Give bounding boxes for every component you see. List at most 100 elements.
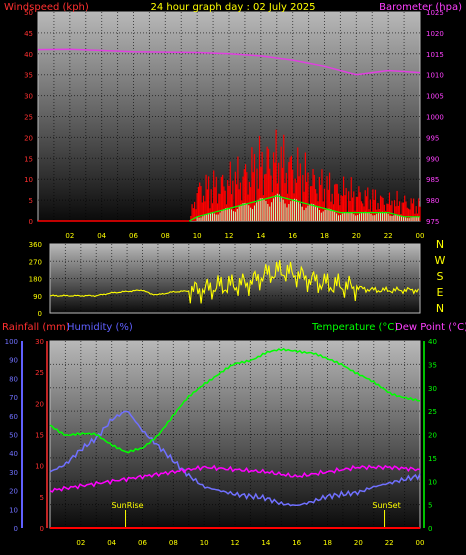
rainfall-axis-label: Rainfall (mm) xyxy=(2,322,70,333)
dewpoint-line xyxy=(49,464,421,493)
rainfall-tick-label: 5 xyxy=(40,494,44,502)
barometer-tick-label: 995 xyxy=(426,134,439,142)
direction-panel-background xyxy=(49,243,421,314)
humidity-tick-label: 60 xyxy=(9,413,18,421)
temperature-tick-label: 40 xyxy=(428,338,437,346)
barometer-tick-label: 1010 xyxy=(426,72,444,80)
humidity-tick-label: 20 xyxy=(9,488,18,496)
wind-x-tick-label: 12 xyxy=(225,232,234,240)
humidity-tick-label: 50 xyxy=(9,432,18,440)
direction-tick-label: 270 xyxy=(29,258,42,266)
temperature-x-tick-label: 22 xyxy=(385,539,394,547)
temperature-line xyxy=(49,347,420,454)
barometer-tick-label: 980 xyxy=(426,197,439,205)
direction-tick-label: 90 xyxy=(33,293,42,301)
barometer-tick-label: 1000 xyxy=(426,114,444,122)
wind-x-tick-label: 08 xyxy=(161,232,170,240)
wind-x-tick-label: 02 xyxy=(65,232,74,240)
wind-x-tick-label: 10 xyxy=(193,232,202,240)
compass-label: N xyxy=(436,238,444,251)
wind-x-tick-label: 22 xyxy=(384,232,393,240)
sun-marker-label: SunSet xyxy=(372,501,400,510)
temperature-x-tick-label: 00 xyxy=(416,539,425,547)
humidity-axis-label: Humidity (%) xyxy=(67,322,133,333)
rainfall-tick-label: 15 xyxy=(35,432,44,440)
rainfall-tick-label: 30 xyxy=(35,338,44,346)
humidity-tick-label: 0 xyxy=(14,525,18,533)
humidity-tick-label: 100 xyxy=(5,338,18,346)
barometer-tick-label: 985 xyxy=(426,176,439,184)
barometer-tick-label: 1015 xyxy=(426,51,444,59)
humidity-tick-label: 70 xyxy=(9,394,18,402)
wind-axis-label: Windspeed (kph) xyxy=(4,2,89,13)
temperature-tick-label: 25 xyxy=(428,408,437,416)
wind-tick-label: 10 xyxy=(24,176,33,184)
temperature-x-tick-label: 12 xyxy=(231,539,240,547)
dewpoint-axis-label: Dew Point (°C) xyxy=(395,322,466,333)
barometer-tick-label: 975 xyxy=(426,218,439,226)
sun-marker-label: SunRise xyxy=(111,501,143,510)
humidity-line xyxy=(49,410,421,507)
temperature-tick-label: 15 xyxy=(428,455,437,463)
humidity-tick-label: 40 xyxy=(9,450,18,458)
temperature-x-tick-label: 20 xyxy=(354,539,363,547)
temperature-tick-label: 5 xyxy=(428,502,432,510)
barometer-tick-label: 990 xyxy=(426,155,439,163)
compass-label: S xyxy=(437,270,444,283)
barometer-axis-label: Barometer (hpa) xyxy=(379,2,462,13)
rainfall-tick-label: 25 xyxy=(35,369,44,377)
wind-x-tick-label: 16 xyxy=(288,232,297,240)
temperature-x-tick-label: 02 xyxy=(76,539,85,547)
wind-tick-label: 15 xyxy=(24,155,33,163)
compass-label: W xyxy=(435,254,446,267)
chart-title: 24 hour graph day : 02 July 2025 xyxy=(150,2,315,13)
wind-x-tick-label: 14 xyxy=(256,232,265,240)
wind-tick-label: 35 xyxy=(24,72,33,80)
barometer-tick-label: 1020 xyxy=(426,30,444,38)
wind-tick-label: 40 xyxy=(24,51,33,59)
temperature-tick-label: 35 xyxy=(428,361,437,369)
wind-tick-label: 20 xyxy=(24,134,33,142)
barometer-line xyxy=(37,48,421,76)
direction-tick-label: 360 xyxy=(29,241,42,249)
temperature-tick-label: 20 xyxy=(428,432,437,440)
humidity-tick-label: 30 xyxy=(9,469,18,477)
temperature-tick-label: 10 xyxy=(428,478,437,486)
temperature-x-tick-label: 10 xyxy=(200,539,209,547)
wind-x-tick-label: 04 xyxy=(97,232,106,240)
rainfall-tick-label: 20 xyxy=(35,400,44,408)
compass-label: N xyxy=(436,302,444,315)
wind-x-tick-label: 18 xyxy=(320,232,329,240)
humidity-tick-label: 90 xyxy=(9,357,18,365)
rainfall-tick-label: 10 xyxy=(35,463,44,471)
temperature-x-tick-label: 08 xyxy=(169,539,178,547)
wind-tick-label: 30 xyxy=(24,93,33,101)
temperature-x-tick-label: 04 xyxy=(107,539,116,547)
wind-x-tick-label: 00 xyxy=(416,232,425,240)
temperature-x-tick-label: 18 xyxy=(323,539,332,547)
wind-tick-label: 50 xyxy=(24,9,33,17)
wind-x-tick-label: 06 xyxy=(129,232,138,240)
temperature-tick-label: 30 xyxy=(428,385,437,393)
humidity-tick-label: 10 xyxy=(9,506,18,514)
wind-tick-label: 0 xyxy=(29,218,33,226)
humidity-tick-label: 80 xyxy=(9,375,18,383)
temperature-x-tick-label: 06 xyxy=(138,539,147,547)
temperature-tick-label: 0 xyxy=(428,525,432,533)
wind-x-tick-label: 20 xyxy=(352,232,361,240)
direction-tick-label: 180 xyxy=(29,276,42,284)
compass-label: E xyxy=(437,286,444,299)
direction-tick-label: 0 xyxy=(38,310,42,318)
wind-tick-label: 25 xyxy=(24,114,33,122)
barometer-tick-label: 1025 xyxy=(426,9,444,17)
temperature-axis-label: Temperature (°C) xyxy=(311,322,398,333)
temperature-x-tick-label: 16 xyxy=(292,539,301,547)
temperature-x-tick-label: 14 xyxy=(261,539,270,547)
rainfall-tick-label: 0 xyxy=(40,525,44,533)
wind-direction-line xyxy=(49,260,419,304)
wind-tick-label: 45 xyxy=(24,30,33,38)
barometer-tick-label: 1005 xyxy=(426,93,444,101)
wind-tick-label: 5 xyxy=(29,197,33,205)
wind-average-line xyxy=(188,195,420,222)
